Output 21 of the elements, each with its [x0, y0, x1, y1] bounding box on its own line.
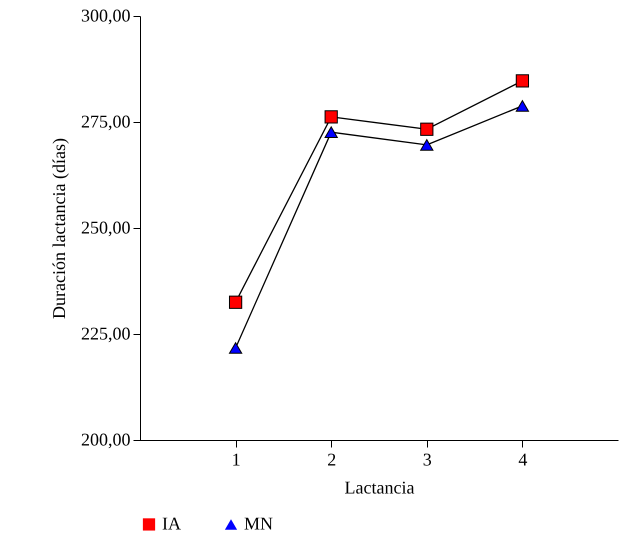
x-tick-label: 2 — [327, 450, 336, 470]
point — [324, 126, 338, 138]
x-tick-label: 1 — [232, 450, 241, 470]
point — [420, 139, 434, 151]
legend-label: IA — [162, 513, 181, 534]
point — [516, 100, 530, 112]
point — [228, 296, 242, 309]
point — [516, 74, 530, 88]
x-tick-label: 3 — [422, 450, 432, 470]
y-tick-label: 250,00 — [81, 218, 130, 238]
point — [324, 110, 338, 124]
y-tick-label: 225,00 — [81, 324, 130, 344]
legend-label: MN — [244, 514, 274, 534]
point — [228, 342, 242, 354]
y-axis-title: Duración lactancia (días) — [49, 138, 69, 319]
y-tick-label: 275,00 — [81, 112, 130, 132]
x-tick-label: 4 — [518, 450, 528, 470]
point — [420, 122, 434, 136]
x-axis-title: Lactancia — [344, 478, 414, 498]
y-tick-label: 300,00 — [81, 6, 130, 26]
y-tick-label: 200,00 — [81, 430, 130, 450]
